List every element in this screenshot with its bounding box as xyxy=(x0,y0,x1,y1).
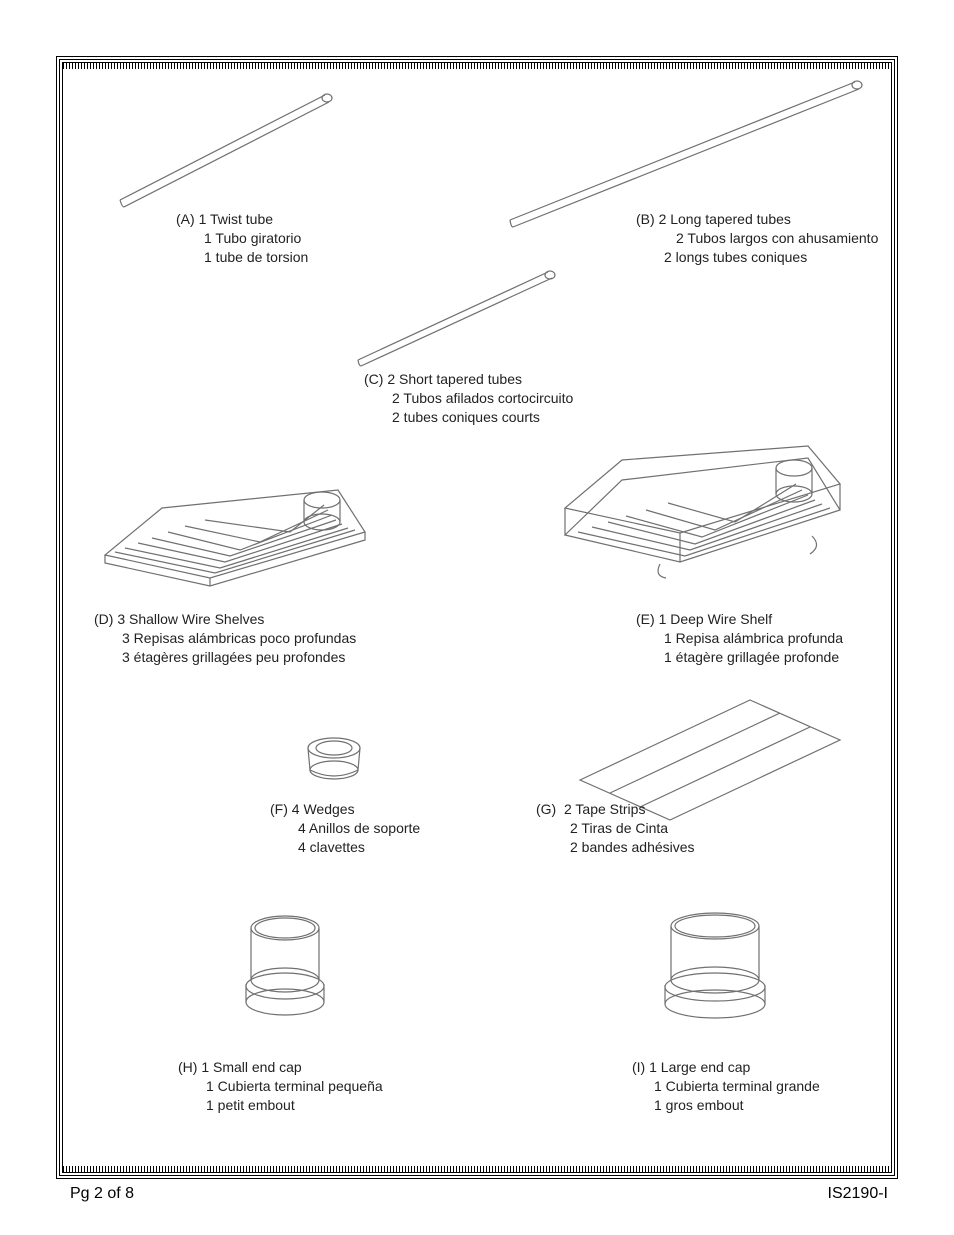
part-e-letter: (E) xyxy=(636,611,655,627)
page: (A) 1 Twist tube 1 Tubo giratorio 1 tube… xyxy=(0,0,954,1235)
part-a xyxy=(110,80,340,210)
part-e xyxy=(550,440,860,610)
part-d-label: (D) 3 Shallow Wire Shelves 3 Repisas alá… xyxy=(94,610,356,667)
part-d-letter: (D) xyxy=(94,611,113,627)
part-e-en: 1 Deep Wire Shelf xyxy=(659,611,773,627)
part-i-es: 1 Cubierta terminal grande xyxy=(632,1077,820,1096)
part-h-letter: (H) xyxy=(178,1059,197,1075)
part-b-label: (B) 2 Long tapered tubes 2 Tubos largos … xyxy=(636,210,878,267)
part-a-es: 1 Tubo giratorio xyxy=(176,229,308,248)
part-d-en: 3 Shallow Wire Shelves xyxy=(117,611,264,627)
part-a-en: 1 Twist tube xyxy=(199,211,273,227)
part-g-en: 2 Tape Strips xyxy=(564,801,645,817)
part-b-es: 2 Tubos largos con ahusamiento xyxy=(636,229,878,248)
doc-id: IS2190-I xyxy=(828,1185,888,1203)
wedge-icon xyxy=(300,734,370,784)
shallow-shelf-icon xyxy=(90,460,380,600)
part-d-es: 3 Repisas alámbricas poco profundas xyxy=(94,629,356,648)
part-g-es: 2 Tiras de Cinta xyxy=(536,819,695,838)
part-h-en: 1 Small end cap xyxy=(201,1059,301,1075)
part-d xyxy=(90,460,380,600)
part-c xyxy=(350,260,560,370)
part-f-es: 4 Anillos de soporte xyxy=(270,819,420,838)
part-f-letter: (F) xyxy=(270,801,288,817)
part-h xyxy=(230,910,340,1020)
part-a-letter: (A) xyxy=(176,211,195,227)
twist-tube-icon xyxy=(110,80,340,210)
part-e-es: 1 Repisa alámbrica profunda xyxy=(636,629,843,648)
part-a-label: (A) 1 Twist tube 1 Tubo giratorio 1 tube… xyxy=(176,210,308,267)
part-c-label: (C) 2 Short tapered tubes 2 Tubos afilad… xyxy=(364,370,573,427)
deep-shelf-icon xyxy=(550,440,860,610)
part-c-fr: 2 tubes coniques courts xyxy=(364,408,573,427)
part-i-letter: (I) xyxy=(632,1059,645,1075)
part-d-fr: 3 étagères grillagées peu profondes xyxy=(94,648,356,667)
part-i xyxy=(650,908,780,1023)
part-b-fr: 2 longs tubes coniques xyxy=(636,248,878,267)
part-f-label: (F) 4 Wedges 4 Anillos de soporte 4 clav… xyxy=(270,800,420,857)
part-a-fr: 1 tube de torsion xyxy=(176,248,308,267)
part-h-label: (H) 1 Small end cap 1 Cubierta terminal … xyxy=(178,1058,383,1115)
part-g-fr: 2 bandes adhésives xyxy=(536,838,695,857)
part-h-es: 1 Cubierta terminal pequeña xyxy=(178,1077,383,1096)
part-e-label: (E) 1 Deep Wire Shelf 1 Repisa alámbrica… xyxy=(636,610,843,667)
part-c-letter: (C) xyxy=(364,371,383,387)
parts-diagram: (A) 1 Twist tube 1 Tubo giratorio 1 tube… xyxy=(70,70,884,1165)
part-f-en: 4 Wedges xyxy=(292,801,355,817)
small-endcap-icon xyxy=(230,910,340,1020)
part-b xyxy=(500,70,870,230)
long-tube-icon xyxy=(500,70,870,230)
short-tube-icon xyxy=(350,260,560,370)
part-b-letter: (B) xyxy=(636,211,655,227)
part-c-en: 2 Short tapered tubes xyxy=(387,371,522,387)
part-i-label: (I) 1 Large end cap 1 Cubierta terminal … xyxy=(632,1058,820,1115)
part-f-fr: 4 clavettes xyxy=(270,838,420,857)
part-h-fr: 1 petit embout xyxy=(178,1096,383,1115)
page-number: Pg 2 of 8 xyxy=(70,1185,134,1203)
part-b-en: 2 Long tapered tubes xyxy=(659,211,791,227)
part-f xyxy=(300,734,370,784)
part-c-es: 2 Tubos afilados cortocircuito xyxy=(364,389,573,408)
part-g-label: (G) 2 Tape Strips 2 Tiras de Cinta 2 ban… xyxy=(536,800,695,857)
part-i-fr: 1 gros embout xyxy=(632,1096,820,1115)
part-e-fr: 1 étagère grillagée profonde xyxy=(636,648,843,667)
large-endcap-icon xyxy=(650,908,780,1023)
part-i-en: 1 Large end cap xyxy=(649,1059,750,1075)
part-g-letter: (G) xyxy=(536,801,556,817)
